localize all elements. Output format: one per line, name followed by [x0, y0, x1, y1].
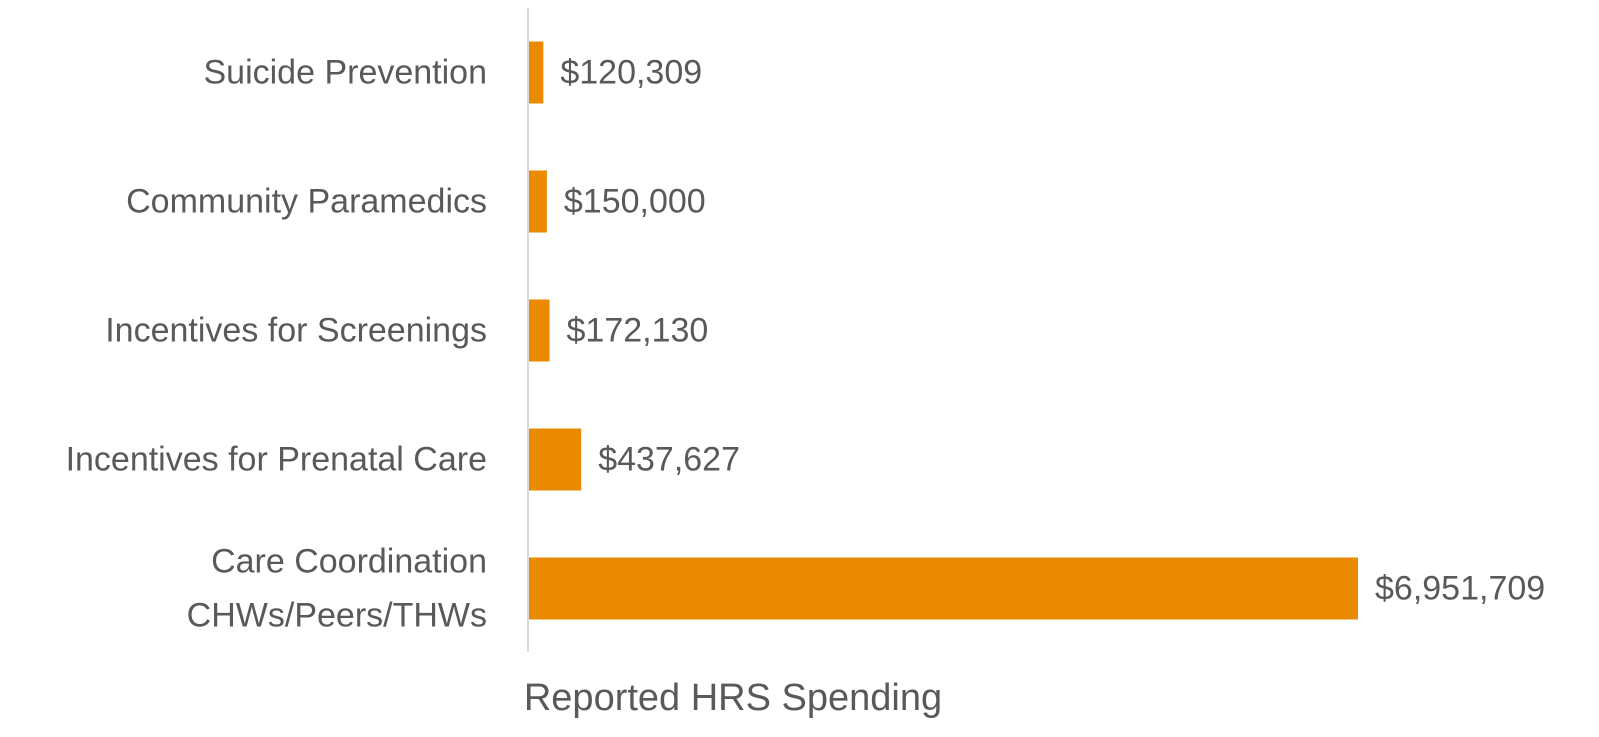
data-label: $150,000	[564, 182, 706, 220]
category-label: Care Coordination CHWs/Peers/THWs	[187, 542, 487, 634]
category-label: Incentives for Screenings	[105, 311, 487, 349]
data-label: $6,951,709	[1375, 569, 1545, 607]
bar	[529, 170, 547, 233]
bar	[529, 428, 582, 491]
bar	[529, 557, 1358, 620]
data-label: $437,627	[598, 440, 740, 478]
category-label: Suicide Prevention	[203, 53, 487, 91]
bar	[529, 41, 544, 104]
bar	[529, 299, 550, 362]
data-label: $120,309	[560, 53, 702, 91]
category-label: Community Paramedics	[126, 182, 487, 220]
axis-title: Reported HRS Spending	[524, 677, 942, 719]
data-label: $172,130	[567, 311, 709, 349]
category-label: Incentives for Prenatal Care	[66, 440, 487, 478]
